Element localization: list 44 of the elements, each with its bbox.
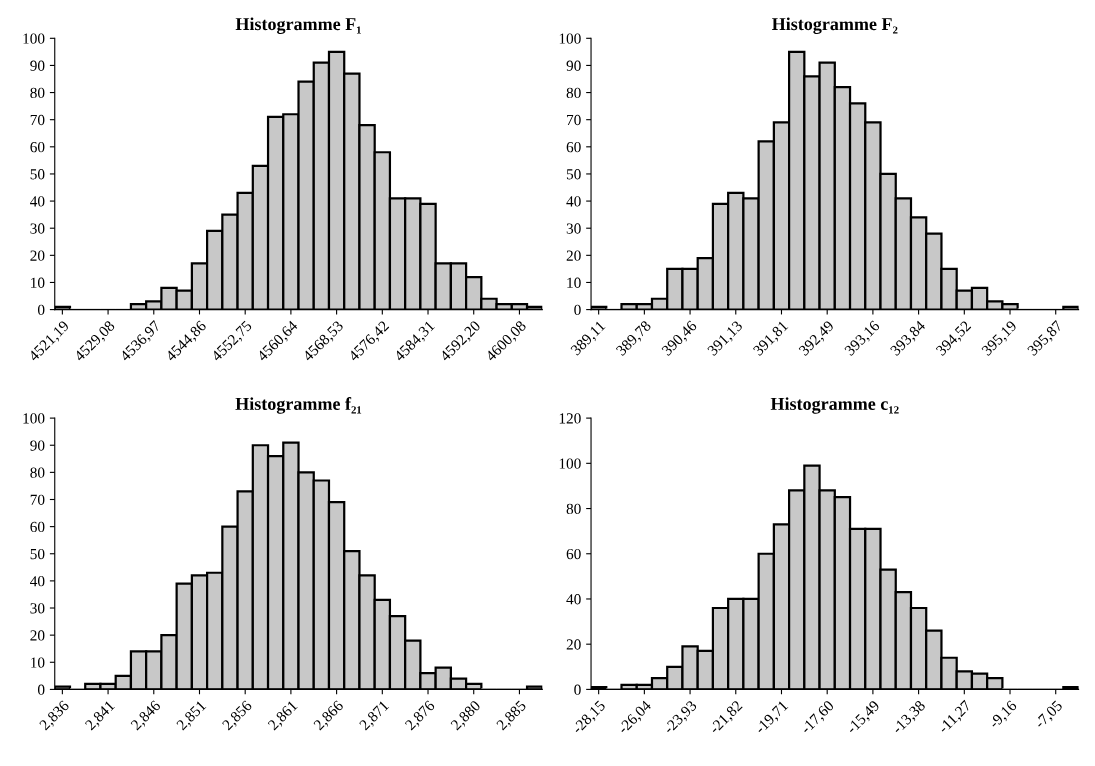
- chart-title: Histogramme f₂₁: [235, 397, 362, 414]
- y-tick-label: 80: [30, 467, 45, 478]
- chart-title: Histogramme F₁: [235, 17, 361, 34]
- y-tick-label: 120: [559, 413, 581, 424]
- y-tick-label: 0: [37, 684, 45, 695]
- y-tick-label: 10: [31, 277, 45, 288]
- y-tick-label: 40: [566, 196, 581, 207]
- y-tick-label: 0: [574, 684, 581, 695]
- y-tick-label: 60: [566, 548, 581, 560]
- y-tick-label: 100: [559, 33, 581, 44]
- y-tick-label: 0: [37, 304, 45, 316]
- y-tick-label: 80: [30, 87, 45, 99]
- y-tick-label: 40: [30, 196, 45, 207]
- y-tick-label: 100: [23, 33, 45, 44]
- y-tick-label: 60: [566, 141, 581, 153]
- y-tick-label: 60: [30, 521, 45, 533]
- y-tick-label: 60: [30, 141, 45, 153]
- y-tick-label: 40: [566, 594, 581, 605]
- y-tick-label: 80: [566, 503, 581, 514]
- y-tick-label: 20: [30, 250, 45, 261]
- y-tick-label: 30: [30, 223, 45, 234]
- y-tick-label: 40: [30, 576, 45, 587]
- y-tick-label: 100: [23, 413, 45, 424]
- y-tick-label: 80: [566, 87, 581, 99]
- y-tick-label: 30: [30, 603, 45, 614]
- y-tick-label: 30: [566, 223, 581, 234]
- chart-title: Histogramme F₂: [771, 17, 898, 34]
- y-tick-label: 70: [567, 114, 581, 126]
- chart-title: Histogramme c₁₂: [770, 397, 899, 414]
- y-tick-label: 10: [31, 657, 45, 668]
- y-tick-label: 90: [566, 60, 581, 71]
- y-tick-label: 70: [30, 494, 45, 505]
- y-tick-label: 90: [30, 60, 45, 71]
- y-tick-label: 100: [559, 458, 581, 469]
- y-tick-label: 50: [566, 169, 581, 180]
- y-tick-label: 20: [566, 250, 581, 261]
- y-tick-label: 0: [574, 304, 581, 316]
- y-tick-label: 20: [566, 639, 581, 650]
- y-tick-label: 70: [30, 114, 45, 126]
- y-tick-label: 50: [30, 548, 45, 560]
- y-tick-label: 10: [567, 277, 581, 288]
- y-tick-label: 20: [30, 630, 45, 641]
- y-tick-label: 90: [30, 440, 45, 451]
- y-tick-label: 50: [30, 169, 45, 180]
